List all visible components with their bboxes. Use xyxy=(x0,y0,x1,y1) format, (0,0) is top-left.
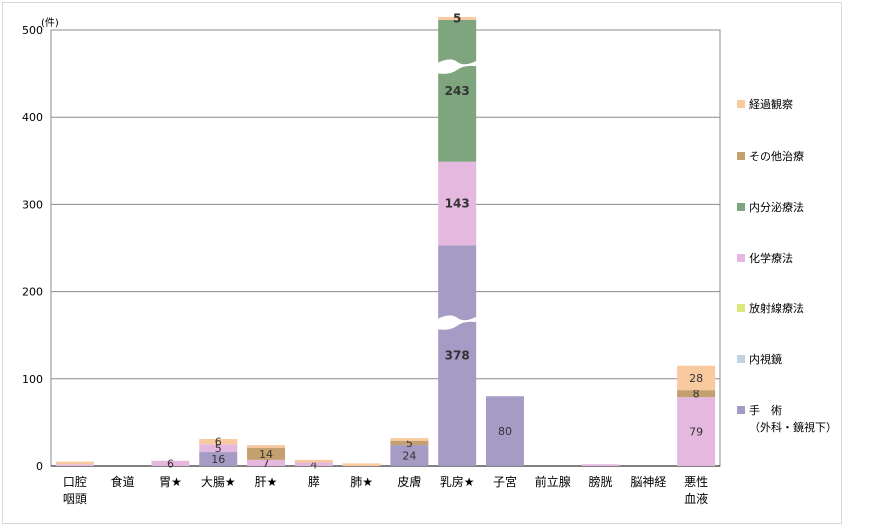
category-label: 肝★ xyxy=(255,475,278,489)
data-label: 5 xyxy=(453,11,461,25)
bar-segment xyxy=(342,463,381,466)
data-label: 8 xyxy=(693,388,700,401)
data-label: 7 xyxy=(263,457,270,470)
y-tick-label: 300 xyxy=(22,198,43,211)
data-label: 5 xyxy=(215,442,222,455)
bar-segment xyxy=(438,16,477,20)
legend-swatch xyxy=(737,100,745,108)
bar-segment xyxy=(199,438,238,445)
bar-segment xyxy=(438,245,477,466)
category-label: 大腸★ xyxy=(201,475,236,489)
bar-segment xyxy=(581,464,620,466)
y-tick-label: 500 xyxy=(22,24,43,37)
legend-label: 内視鏡 xyxy=(749,352,782,366)
category-label: 肺★ xyxy=(350,475,373,489)
data-label: 6 xyxy=(167,457,174,470)
bar-segment xyxy=(485,396,524,466)
bar-segment xyxy=(390,440,429,446)
data-label: 6 xyxy=(215,436,222,449)
bar-segment xyxy=(55,461,94,465)
legend-swatch xyxy=(737,406,745,414)
category-label: 乳房★ xyxy=(440,474,475,489)
y-axis-unit: (件) xyxy=(41,18,59,29)
bar-segment xyxy=(677,365,716,391)
legend-swatch xyxy=(737,152,745,160)
data-label: 16 xyxy=(211,453,225,466)
bar-segment xyxy=(677,397,716,466)
data-label: 79 xyxy=(689,426,703,439)
data-label: 5 xyxy=(406,437,413,450)
plot-area xyxy=(50,29,721,467)
bar-segment xyxy=(294,459,333,463)
bar-segment xyxy=(390,445,429,466)
bar-segment xyxy=(247,445,286,448)
data-label: 28 xyxy=(689,372,703,385)
category-label: 前立腺 xyxy=(535,474,571,489)
bar-segment xyxy=(199,444,238,453)
category-label: 子宮 xyxy=(493,474,517,489)
bar-segment xyxy=(55,464,94,466)
legend-label: 経過観察 xyxy=(749,97,793,111)
legend-swatch xyxy=(737,355,745,363)
data-label: 243 xyxy=(445,84,470,98)
stacked-bar-chart: 0100200300400500口腔咽頭食道6胃★1656大腸★714肝★4膵肺… xyxy=(22,11,837,506)
category-label: 膀胱 xyxy=(589,474,613,489)
axis-break-mark xyxy=(434,58,481,74)
bar-segment xyxy=(151,460,190,466)
category-label: 咽頭 xyxy=(63,492,87,506)
bar-segment xyxy=(199,452,238,466)
category-label: 血液 xyxy=(684,491,708,506)
category-label: 胃★ xyxy=(159,475,182,489)
category-label: 皮膚 xyxy=(397,474,421,489)
legend-swatch xyxy=(737,254,745,262)
data-label: 14 xyxy=(259,448,273,461)
data-label: 4 xyxy=(310,458,317,471)
axis-break-mark xyxy=(434,314,481,330)
legend-label: 化学療法 xyxy=(749,251,793,265)
category-label: 脳神経 xyxy=(630,475,666,489)
category-label: 悪性 xyxy=(684,475,708,489)
bar-segment xyxy=(677,390,716,398)
legend-label: 放射線療法 xyxy=(749,301,804,315)
data-label: 143 xyxy=(445,197,470,211)
legend-swatch xyxy=(737,203,745,211)
legend-label: 手 術 xyxy=(749,403,782,417)
legend-swatch xyxy=(737,304,745,312)
y-tick-label: 0 xyxy=(36,460,43,473)
category-label: 食道 xyxy=(111,474,135,489)
data-label: 80 xyxy=(498,425,512,438)
bar-segment xyxy=(438,19,477,162)
data-label: 24 xyxy=(402,450,416,463)
y-tick-label: 200 xyxy=(22,286,43,299)
bar-segment xyxy=(390,438,429,441)
category-label: 口腔 xyxy=(63,474,87,489)
legend-label: 内分泌療法 xyxy=(749,200,804,214)
bar-segment xyxy=(247,459,286,466)
bar-segment xyxy=(438,161,477,246)
chart-frame: (件) 0 100 200 300 400 500 口腔 咽頭 食道 6 胃★ 16 5 6 大腸★ 7 14 肝… xyxy=(2,2,842,524)
data-label: 378 xyxy=(445,349,470,363)
bar-segment xyxy=(247,447,286,460)
bar-segment xyxy=(294,462,333,466)
legend-label: その他治療 xyxy=(749,149,804,163)
legend-label: （外科・鏡視下） xyxy=(749,420,837,434)
category-label: 膵 xyxy=(308,475,320,489)
y-tick-label: 400 xyxy=(22,111,43,124)
y-tick-label: 100 xyxy=(22,373,43,386)
